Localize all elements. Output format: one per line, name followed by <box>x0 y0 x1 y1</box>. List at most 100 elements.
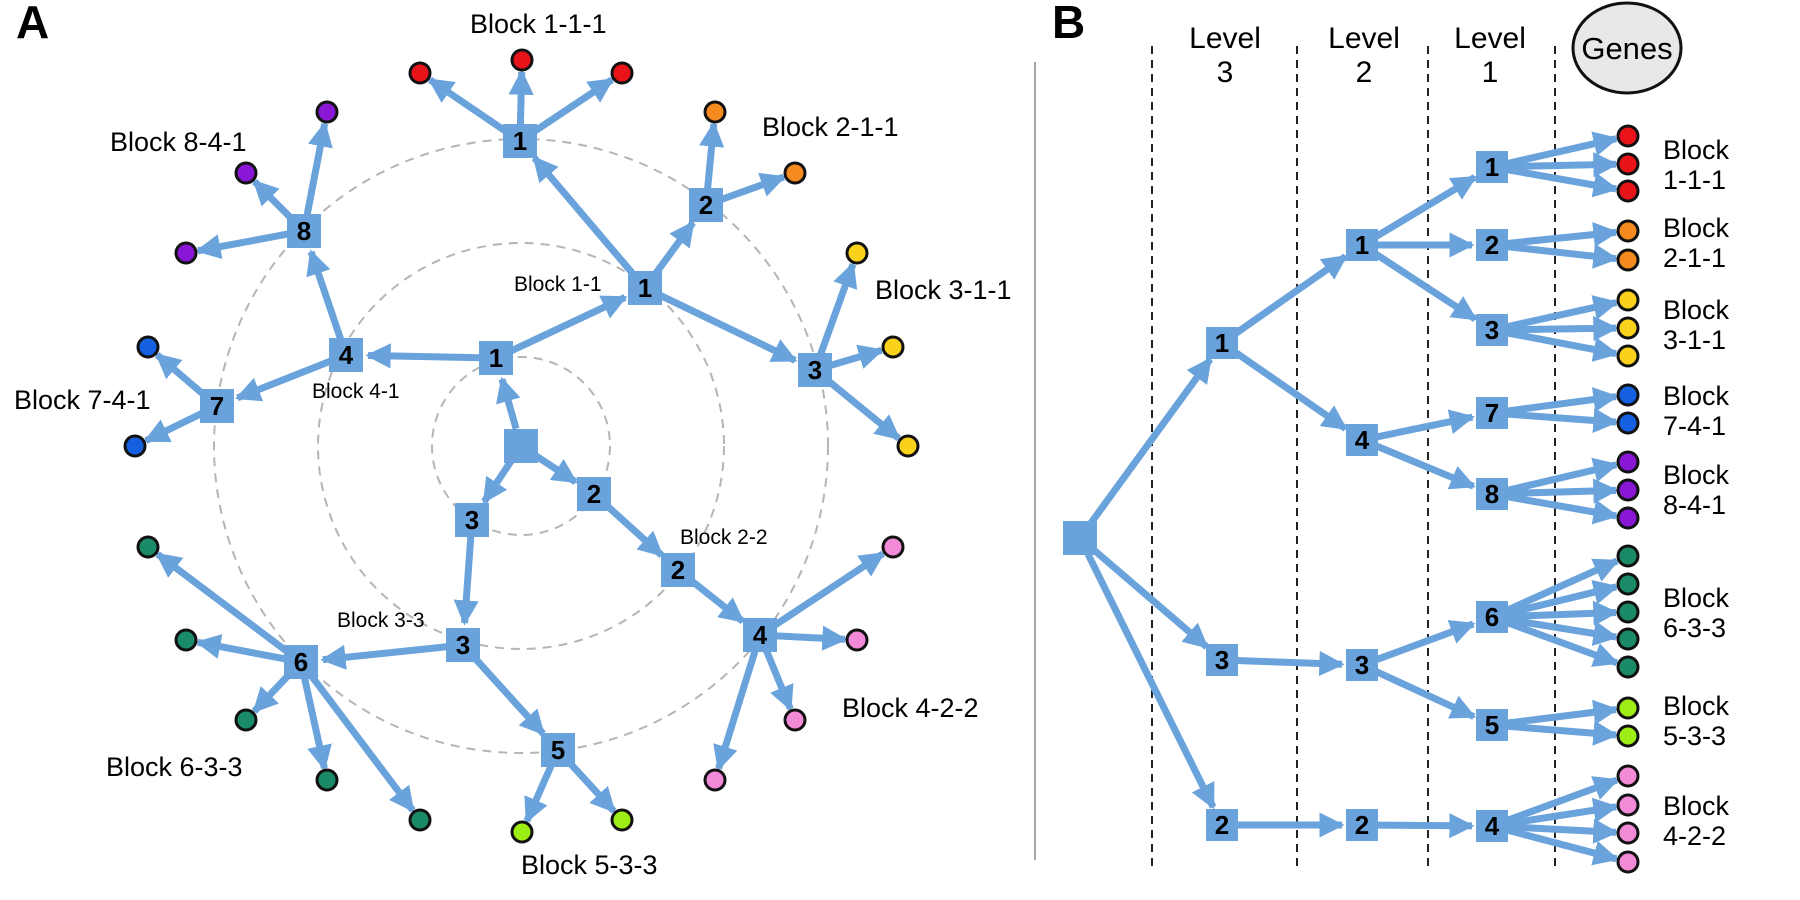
node-b-l3-3-box <box>1206 644 1238 676</box>
node-a-l1-2: 2 <box>689 188 723 222</box>
node-b-l2-4: 4 <box>1346 424 1378 456</box>
panel-a-block-labels: Block 1-1-1 Block 2-1-1 Block 3-1-1 Bloc… <box>14 9 1012 880</box>
node-b-l1-5-number: 5 <box>1485 710 1499 740</box>
node-a-l2-4-box <box>329 338 363 372</box>
edge-a-l2_2-to-l1_4 <box>686 575 745 625</box>
gene-a-l1_6-1 <box>136 535 160 559</box>
edge-a-root-to-l3_2 <box>534 452 578 485</box>
node-b-l2-4-number: 4 <box>1355 425 1370 455</box>
edge-a-l1_5-to-gene-1 <box>523 761 556 824</box>
node-b-l2-4-box <box>1346 424 1378 456</box>
node-b-l2-3-number: 3 <box>1355 650 1369 680</box>
edge-a-l2_3-to-l1_5 <box>469 653 546 737</box>
gene-a-l1_4-3 <box>845 628 869 652</box>
node-b-l2-3: 3 <box>1346 649 1378 681</box>
edge-b-l1_1-to-gene-2 <box>1505 152 1619 178</box>
node-a-l1-6-number: 6 <box>294 647 308 677</box>
node-b-l1-7-number: 7 <box>1485 398 1499 428</box>
node-a-l1-4: 4 <box>743 618 777 652</box>
edge-a-l1_6-to-gene-4 <box>300 674 332 771</box>
gene-a-l1_4-4 <box>881 535 905 559</box>
node-a-l3-3-number: 3 <box>465 505 479 535</box>
node-b-l3-3-number: 3 <box>1215 645 1229 675</box>
panel-b-block-label-7-line1: Block <box>1663 691 1730 721</box>
edge-a-l1_3-to-gene-2 <box>827 344 884 370</box>
label-block-6-3-3: Block 6-3-3 <box>106 752 243 782</box>
level-headers: Level 3 Level 2 Level 1 Genes <box>1189 1 1683 95</box>
label-block-7-4-1: Block 7-4-1 <box>14 385 151 415</box>
gene-b-block-6-2 <box>1616 572 1640 596</box>
node-b-l3-1: 1 <box>1206 327 1238 359</box>
gene-a-l1_3-3 <box>896 434 920 458</box>
panel-b-block-labels: Block1-1-1Block2-1-1Block3-1-1Block7-4-1… <box>1663 135 1730 851</box>
gene-a-l1_8-3 <box>174 241 198 265</box>
node-a-l1-8: 8 <box>287 214 321 248</box>
panel-b-block-label-3-line2: 3-1-1 <box>1663 325 1726 355</box>
edge-a-l3_1-to-l2_1 <box>507 294 628 356</box>
gene-b-block-6-5 <box>1616 655 1640 679</box>
edge-a-l1_8-to-gene-3 <box>195 230 291 260</box>
node-b-l1-8-box <box>1476 478 1508 510</box>
node-a-l3-1-number: 1 <box>489 343 503 373</box>
panel-b-block-label-6-line2: 6-3-3 <box>1663 613 1726 643</box>
gene-b-block-6-3 <box>1616 600 1640 624</box>
edge-b-l2_3-to-l1_6 <box>1373 619 1476 664</box>
node-b-l1-1: 1 <box>1476 151 1508 183</box>
gene-a-l1_8-1 <box>315 100 339 124</box>
edge-a-l1_7-to-gene-1 <box>154 352 209 400</box>
edge-b-l1_8-to-gene-3 <box>1505 492 1619 525</box>
node-b-l1-1-number: 1 <box>1485 152 1499 182</box>
gene-a-l1_1-1 <box>408 61 432 85</box>
gene-b-block-2-1 <box>1616 219 1640 243</box>
gene-b-block-2-2 <box>1616 248 1640 272</box>
node-a-l3-1-box <box>479 341 513 375</box>
edge-b-l1_1-to-gene-3 <box>1505 165 1619 198</box>
gene-a-l1_6-5 <box>408 808 432 832</box>
node-b-root-box <box>1063 521 1097 555</box>
node-a-l1-3-number: 3 <box>808 355 822 385</box>
edge-a-l2_1-to-l1_1 <box>531 155 639 280</box>
node-a-l2-4-number: 4 <box>339 340 354 370</box>
edge-b-l1_3-to-gene-3 <box>1505 329 1619 362</box>
edge-b-l2_4-to-l1_7 <box>1374 409 1475 441</box>
node-a-l1-5-box <box>541 733 575 767</box>
gene-a-l1_5-1 <box>510 820 534 844</box>
edge-b-l2_1-to-l1_1 <box>1372 174 1478 241</box>
edge-b-l1_6-to-gene-3 <box>1505 600 1619 626</box>
label-block-3-3: Block 3-3 <box>337 609 425 632</box>
gene-a-l1_3-1 <box>845 241 869 265</box>
node-a-l1-8-box <box>287 214 321 248</box>
gene-b-block-7-2 <box>1616 724 1640 748</box>
node-a-l1-1-box <box>503 124 537 158</box>
node-b-l3-1-number: 1 <box>1215 328 1229 358</box>
edge-b-l1_5-to-gene-2 <box>1505 720 1619 746</box>
panel-b-tree: B Level 3 Level 2 Level 1 Genes 13214321… <box>1034 0 1730 874</box>
node-a-l2-3-box <box>446 628 480 662</box>
gene-b-block-8-1 <box>1616 764 1640 788</box>
node-a-l1-1-number: 1 <box>513 126 527 156</box>
edge-b-l1_6-to-gene-4 <box>1505 615 1619 646</box>
panel-b-block-label-1-line1: Block <box>1663 135 1730 165</box>
panel-b-block-label-2-line1: Block <box>1663 213 1730 243</box>
node-b-l1-4-number: 4 <box>1485 811 1500 841</box>
node-b-root <box>1063 521 1097 555</box>
level-2-label-line1: Level <box>1328 22 1400 55</box>
node-a-l2-2: 2 <box>661 553 695 587</box>
node-a-l1-7-box <box>200 389 234 423</box>
level-2-label-line2: 2 <box>1356 56 1373 89</box>
panel-b-block-label-1-line2: 1-1-1 <box>1663 165 1726 195</box>
gene-b-block-3-1 <box>1616 288 1640 312</box>
node-b-l3-2-number: 2 <box>1215 810 1229 840</box>
edge-b-l1_2-to-gene-2 <box>1505 243 1619 269</box>
edge-b-l3_3-to-l2_3 <box>1235 650 1345 677</box>
edge-a-l1_1-to-gene-1 <box>427 76 511 137</box>
level-dividers <box>1151 46 1556 872</box>
edge-b-l1_6-to-gene-2 <box>1504 579 1619 618</box>
panel-b-genes <box>1616 124 1640 874</box>
gene-b-block-5-1 <box>1616 450 1640 474</box>
edge-a-l1_4-to-gene-3 <box>773 625 848 651</box>
edge-a-l1_2-to-gene-2 <box>717 172 787 204</box>
node-b-l2-1: 1 <box>1346 229 1378 261</box>
gene-b-block-6-1 <box>1616 544 1640 568</box>
gene-b-block-1-2 <box>1616 152 1640 176</box>
